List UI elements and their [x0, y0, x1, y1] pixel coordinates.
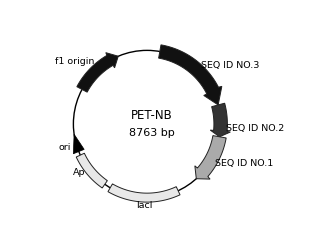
Polygon shape — [108, 184, 180, 202]
Text: PET-NB: PET-NB — [131, 109, 173, 123]
Text: ori: ori — [59, 143, 71, 152]
Text: SEQ ID NO.2: SEQ ID NO.2 — [226, 124, 284, 133]
Polygon shape — [77, 53, 118, 92]
Text: SEQ ID NO.1: SEQ ID NO.1 — [215, 159, 274, 168]
Polygon shape — [158, 45, 222, 105]
Text: Ap: Ap — [72, 168, 85, 177]
Text: f1 origin: f1 origin — [56, 57, 95, 66]
Polygon shape — [73, 134, 84, 154]
Text: lacI: lacI — [136, 201, 153, 210]
Text: SEQ ID NO.3: SEQ ID NO.3 — [201, 61, 260, 70]
Text: 8763 bp: 8763 bp — [129, 128, 174, 138]
Polygon shape — [210, 103, 230, 137]
Polygon shape — [195, 136, 226, 179]
Polygon shape — [76, 153, 107, 188]
